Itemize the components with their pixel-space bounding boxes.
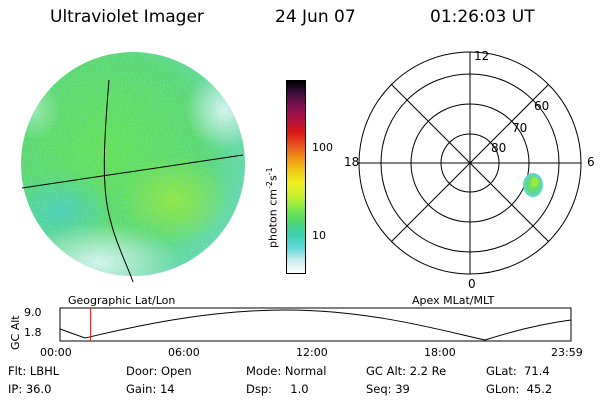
dsp-readout: Dsp: 1.0 bbox=[246, 382, 309, 396]
auroral-blob-core bbox=[531, 177, 539, 187]
colorbar-tick-10: 10 bbox=[312, 229, 326, 242]
date-label: 24 Jun 07 bbox=[275, 7, 356, 27]
mlat-label-70: 70 bbox=[512, 121, 527, 135]
geographic-panel-label: Geographic Lat/Lon bbox=[68, 294, 176, 307]
mode-readout: Mode: Normal bbox=[246, 364, 327, 378]
ip-readout: IP: 36.0 bbox=[8, 382, 52, 396]
seq-readout: Seq: 39 bbox=[366, 382, 410, 396]
polar-plot: 12 18 6 0 60 70 80 bbox=[344, 49, 595, 291]
mlat-label-60: 60 bbox=[534, 99, 549, 113]
altitude-plot bbox=[59, 307, 572, 342]
filter-readout: Flt: LBHL bbox=[8, 364, 60, 378]
mlat-label-80: 80 bbox=[491, 141, 506, 155]
image-disk bbox=[21, 52, 245, 276]
altitude-xtick-1200: 12:00 bbox=[296, 346, 328, 359]
mlt-label-6: 6 bbox=[587, 155, 595, 169]
altitude-xtick-0000: 00:00 bbox=[40, 346, 72, 359]
altitude-xtick-0600: 06:00 bbox=[168, 346, 200, 359]
geo-parallel-line bbox=[21, 154, 244, 189]
door-readout: Door: Open bbox=[126, 364, 192, 378]
gc-alt-readout: GC Alt: 2.2 Re bbox=[366, 364, 447, 378]
geographic-image bbox=[21, 52, 245, 283]
time-label: 01:26:03 UT bbox=[430, 7, 535, 27]
altitude-ytick-low: 1.8 bbox=[24, 326, 42, 339]
gain-readout: Gain: 14 bbox=[126, 382, 175, 396]
altitude-curve bbox=[59, 309, 572, 341]
altitude-ytick-high: 9.0 bbox=[24, 306, 42, 319]
colorbar bbox=[286, 80, 306, 274]
altitude-xtick-1800: 18:00 bbox=[424, 346, 456, 359]
mlt-diag-2 bbox=[391, 84, 549, 242]
colorbar-tick-100: 100 bbox=[312, 141, 333, 154]
instrument-title: Ultraviolet Imager bbox=[50, 7, 204, 27]
mlt-label-18: 18 bbox=[344, 155, 359, 169]
mlt-label-0: 0 bbox=[468, 277, 476, 291]
glon-readout: GLon: 45.2 bbox=[486, 382, 553, 396]
altitude-xtick-2359: 23:59 bbox=[551, 346, 583, 359]
apex-panel-label: Apex MLat/MLT bbox=[412, 294, 495, 307]
mlt-label-12: 12 bbox=[474, 49, 489, 63]
glat-readout: GLat: 71.4 bbox=[486, 364, 550, 378]
geo-meridian-line bbox=[103, 79, 134, 283]
colorbar-label: photon cm-2s-1 bbox=[265, 167, 280, 248]
